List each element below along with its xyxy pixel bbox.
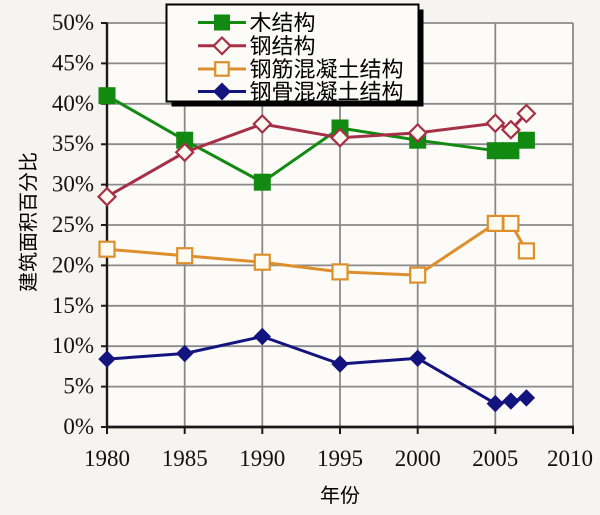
svg-text:1990: 1990 xyxy=(239,446,285,471)
svg-text:45%: 45% xyxy=(52,50,94,75)
svg-text:10%: 10% xyxy=(52,333,94,358)
svg-text:2010: 2010 xyxy=(547,446,593,471)
svg-text:1995: 1995 xyxy=(317,446,363,471)
svg-text:40%: 40% xyxy=(52,91,94,116)
svg-text:30%: 30% xyxy=(52,172,94,197)
svg-text:35%: 35% xyxy=(52,131,94,156)
svg-text:0%: 0% xyxy=(63,414,94,439)
svg-text:1980: 1980 xyxy=(84,446,130,471)
svg-text:15%: 15% xyxy=(52,293,94,318)
svg-text:25%: 25% xyxy=(52,212,94,237)
svg-text:2005: 2005 xyxy=(472,446,518,471)
svg-text:5%: 5% xyxy=(63,374,94,399)
svg-text:1985: 1985 xyxy=(162,446,208,471)
svg-text:2000: 2000 xyxy=(395,446,441,471)
svg-text:50%: 50% xyxy=(52,10,94,35)
svg-text:20%: 20% xyxy=(52,252,94,277)
